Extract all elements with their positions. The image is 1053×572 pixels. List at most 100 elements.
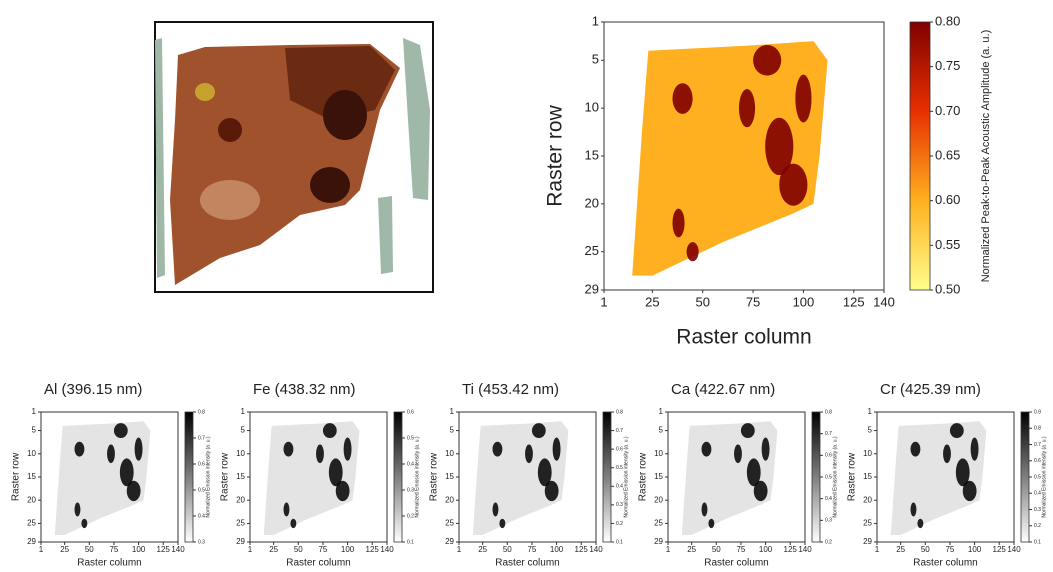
x-tick-label: 100 <box>968 545 982 554</box>
heatmap-texture <box>525 444 533 464</box>
heatmap-texture <box>701 441 712 457</box>
x-tick-label: 1 <box>875 545 880 554</box>
panel-title: Ca (422.67 nm) <box>671 381 775 398</box>
x-tick-label: 25 <box>896 545 905 554</box>
y-tick-label: 15 <box>27 472 36 481</box>
photo-dark <box>323 90 367 140</box>
colorbar-label: Normalized Emission intensity (a. u.) <box>1041 436 1047 517</box>
heatmap-texture <box>74 441 85 457</box>
y-tick-label: 5 <box>659 426 664 435</box>
x-tick-label: 1 <box>666 545 671 554</box>
heatmap-texture <box>119 458 134 487</box>
y-tick-label: 10 <box>863 449 872 458</box>
photo-spot <box>195 83 215 101</box>
x-tick-label: 1 <box>457 545 462 554</box>
y-tick-label: 10 <box>445 449 454 458</box>
heatmap-texture <box>795 74 812 123</box>
heatmap-texture <box>552 437 561 461</box>
x-tick-label: 25 <box>645 294 659 309</box>
colorbar <box>393 411 403 543</box>
colorbar-tick-label: 0.7 <box>1034 442 1041 448</box>
colorbar-tick-label: 0.65 <box>935 147 960 162</box>
y-tick-label: 15 <box>445 472 454 481</box>
y-tick-label: 10 <box>236 449 245 458</box>
y-tick-label: 1 <box>241 407 246 416</box>
colorbar <box>184 411 194 543</box>
x-tick-label: 50 <box>921 545 930 554</box>
colorbar-tick-label: 0.55 <box>935 237 960 252</box>
panel-title: Cr (425.39 nm) <box>880 381 981 398</box>
x-tick-label: 100 <box>550 545 564 554</box>
x-axis-label: Raster column <box>913 558 977 569</box>
colorbar-tick-label: 0.7 <box>198 435 205 441</box>
x-tick-label: 50 <box>294 545 303 554</box>
x-tick-label: 25 <box>269 545 278 554</box>
y-tick-label: 29 <box>863 537 872 546</box>
colorbar <box>909 21 931 291</box>
y-tick-label: 20 <box>27 495 36 504</box>
y-axis-label: Raster row <box>220 452 231 501</box>
colorbar-tick-label: 0.6 <box>407 409 414 415</box>
tissue-photo <box>154 21 434 293</box>
y-tick-label: 29 <box>236 537 245 546</box>
y-tick-label: 10 <box>27 449 36 458</box>
colorbar-tick-label: 0.9 <box>1034 409 1041 415</box>
colorbar-tick-label: 0.6 <box>616 446 623 452</box>
x-tick-label: 140 <box>380 545 394 554</box>
heatmap-texture <box>949 423 964 439</box>
heatmap-texture <box>343 437 352 461</box>
heatmap-texture <box>492 441 503 457</box>
colorbar-tick-label: 0.8 <box>1034 426 1041 432</box>
colorbar-tick-label: 0.6 <box>825 453 832 459</box>
y-tick-label: 10 <box>585 100 599 115</box>
colorbar-tick-label: 0.5 <box>1034 474 1041 480</box>
colorbar-label: Normalized Emission intensity (a. u.) <box>832 436 838 517</box>
x-tick-label: 125 <box>157 545 171 554</box>
colorbar-tick-label: 0.8 <box>198 409 205 415</box>
heatmap-texture <box>701 502 708 517</box>
y-tick-label: 1 <box>592 13 599 28</box>
heatmap-texture <box>753 44 782 76</box>
colorbar-tick-label: 0.4 <box>198 513 205 519</box>
y-tick-label: 29 <box>585 281 599 296</box>
y-axis-label: Raster row <box>11 452 22 501</box>
colorbar-tick-label: 0.8 <box>825 409 832 415</box>
colorbar-tick-label: 0.70 <box>935 103 960 118</box>
y-tick-label: 15 <box>585 147 599 162</box>
x-tick-label: 75 <box>746 294 760 309</box>
heatmap-texture <box>672 83 693 114</box>
y-tick-label: 29 <box>654 537 663 546</box>
y-tick-label: 1 <box>450 407 455 416</box>
colorbar-tick-label: 0.3 <box>825 518 832 524</box>
heatmap-texture <box>910 441 921 457</box>
heatmap-texture <box>499 518 506 529</box>
colorbar-tick-label: 0.6 <box>198 461 205 467</box>
heatmap-texture <box>107 444 115 464</box>
x-tick-label: 140 <box>589 545 603 554</box>
heatmap-texture <box>734 444 742 464</box>
heatmap-texture <box>970 437 979 461</box>
colorbar-tick-label: 0.3 <box>198 539 205 545</box>
x-tick-label: 1 <box>600 294 607 309</box>
x-tick-label: 140 <box>1007 545 1021 554</box>
y-tick-label: 15 <box>236 472 245 481</box>
x-tick-label: 1 <box>39 545 44 554</box>
photo-strip <box>403 38 430 200</box>
x-axis-label: Raster column <box>286 558 350 569</box>
colorbar <box>1020 411 1030 543</box>
heatmap-texture <box>686 242 699 262</box>
y-tick-label: 1 <box>32 407 37 416</box>
heatmap-texture <box>81 518 88 529</box>
colorbar-tick-label: 0.6 <box>1034 458 1041 464</box>
x-tick-label: 75 <box>527 545 536 554</box>
x-tick-label: 25 <box>60 545 69 554</box>
x-tick-label: 50 <box>712 545 721 554</box>
heatmap-texture <box>955 458 970 487</box>
y-tick-label: 5 <box>868 426 873 435</box>
heatmap-texture <box>917 518 924 529</box>
x-tick-label: 50 <box>695 294 709 309</box>
x-tick-label: 140 <box>171 545 185 554</box>
y-tick-label: 15 <box>863 472 872 481</box>
heatmap-texture <box>322 423 337 439</box>
